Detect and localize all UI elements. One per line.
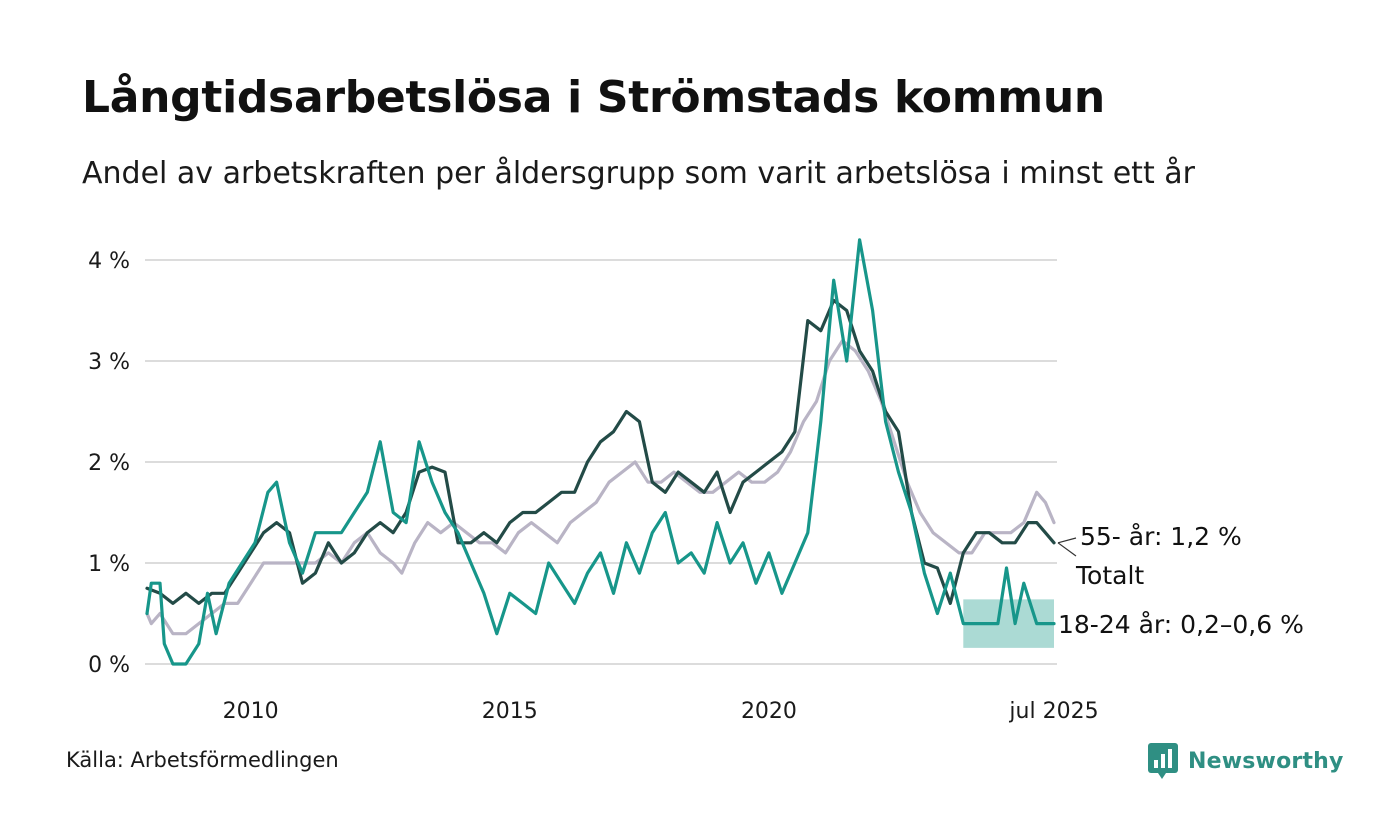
x-tick-label: 2020 <box>741 699 797 724</box>
label-leader-totalt <box>1057 542 1077 557</box>
series-line-18-24 <box>145 238 1056 666</box>
x-axis-labels: 2010 2015 2020 jul 2025 <box>223 699 1099 724</box>
y-tick-label: 3 % <box>88 350 130 375</box>
y-axis-labels: 0 % 1 % 2 % 3 % 4 % <box>88 249 130 678</box>
y-tick-label: 1 % <box>88 552 130 577</box>
gridlines <box>145 259 1057 665</box>
y-tick-label: 0 % <box>88 653 130 678</box>
end-label-18-24: 18-24 år: 0,2–0,6 % <box>1058 610 1304 639</box>
x-tick-label: 2015 <box>482 699 538 724</box>
x-tick-label: 2010 <box>223 699 279 724</box>
label-leader-55 <box>1057 537 1077 544</box>
series-lines <box>145 238 1056 666</box>
end-label-55: 55- år: 1,2 % <box>1080 522 1242 551</box>
newsworthy-bar-chart-icon <box>1148 743 1178 779</box>
brand-logo: Newsworthy <box>1148 742 1344 780</box>
x-tick-label: jul 2025 <box>1008 699 1098 724</box>
brand-name: Newsworthy <box>1188 748 1344 774</box>
source-note: Källa: Arbetsförmedlingen <box>66 748 339 772</box>
chart-subtitle: Andel av arbetskraften per åldersgrupp s… <box>82 156 1195 191</box>
series-end-labels: 55- år: 1,2 % Totalt 18-24 år: 0,2–0,6 % <box>1057 522 1304 639</box>
chart-title: Långtidsarbetslösa i Strömstads kommun <box>82 72 1105 123</box>
end-label-totalt: Totalt <box>1075 561 1144 590</box>
y-tick-label: 4 % <box>88 249 130 274</box>
y-tick-label: 2 % <box>88 451 130 476</box>
series-line-totalt <box>145 339 1056 636</box>
